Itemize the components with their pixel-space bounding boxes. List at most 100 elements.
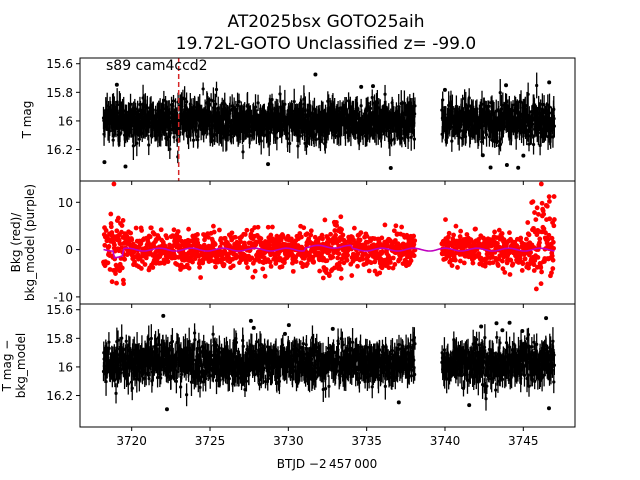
top-data-point [214, 87, 219, 92]
bkg-data-point [308, 232, 314, 238]
top-data-point [275, 136, 279, 140]
bkg-data-point [500, 258, 505, 264]
bkg-data-point [120, 277, 126, 283]
bkg-data-point [492, 229, 497, 235]
bkg-data-point [148, 225, 154, 231]
bkg-data-point [328, 231, 334, 237]
bkg-data-point [546, 194, 552, 200]
top-outlier-point [480, 153, 485, 158]
bkg-data-point [411, 233, 417, 239]
bkg-data-point [150, 265, 156, 270]
bkg-data-point [336, 251, 342, 257]
bkg-data-point [338, 266, 344, 272]
bkg-data-point [335, 255, 341, 261]
bkg-data-point [538, 265, 544, 270]
bkg-data-point [119, 245, 125, 251]
bkg-data-point [507, 230, 512, 236]
bkg-data-point [386, 265, 392, 271]
top-data-point [441, 98, 445, 102]
top-data-point [267, 142, 271, 146]
top-data-point [366, 101, 370, 106]
bkg-data-point [344, 257, 350, 263]
top-data-point [296, 144, 300, 148]
bkg-data-point [324, 258, 330, 264]
bkg-data-point [252, 268, 258, 274]
bkg-data-point [526, 232, 532, 238]
top-data-point [171, 99, 176, 103]
bkg-data-point [121, 281, 126, 287]
top-ylabel: T mag [20, 101, 34, 140]
top-data-point [359, 104, 363, 108]
bkg-data-point [190, 259, 195, 265]
bkg-data-point [320, 275, 326, 281]
bkg-data-point [290, 268, 296, 274]
bkg-data-point [550, 266, 556, 271]
bkg-data-point [530, 199, 536, 205]
top-annotation: s89 cam4ccd2 [106, 58, 208, 74]
top-outlier-point [504, 83, 509, 88]
bot-data-point [104, 379, 108, 384]
bkg-data-point [262, 273, 268, 279]
top-outlier-point [359, 84, 364, 89]
top-data-point [286, 137, 290, 141]
bkg-data-point [113, 271, 118, 276]
top-outlier-point [516, 165, 521, 170]
bkg-data-point [461, 260, 467, 266]
top-data-point [214, 102, 218, 106]
top-data-point [318, 110, 322, 114]
top-outlier-point [102, 160, 107, 165]
top-outlier-point [488, 165, 493, 170]
bkg-data-point [550, 239, 556, 245]
top-outlier-point [114, 82, 119, 87]
bkg-data-point [186, 226, 192, 232]
bkg-data-point [311, 259, 317, 265]
bkg-data-point [507, 272, 513, 277]
bkg-data-point [206, 234, 211, 240]
bkg-data-point [213, 264, 218, 270]
top-data-point [531, 142, 536, 147]
top-data-point [172, 135, 176, 139]
bkg-data-point [211, 229, 217, 235]
bkg-data-point [339, 227, 344, 232]
bkg-data-point [109, 279, 115, 285]
chart-title-line2: 19.72L-GOTO Unclassified z= -99.0 [176, 34, 476, 54]
top-data-point [535, 83, 539, 88]
bkg-data-point [142, 262, 148, 267]
bkg-data-point [195, 232, 200, 237]
bkg-data-point [138, 266, 144, 271]
top-data-point [191, 138, 196, 142]
top-y-tick-label: 16.2 [46, 143, 73, 157]
top-data-point [468, 134, 472, 138]
top-data-point [201, 87, 205, 91]
bkg-data-point [131, 249, 137, 255]
bkg-data-point [470, 260, 476, 266]
bkg-data-point [139, 228, 145, 233]
bkg-data-point [358, 230, 364, 236]
bkg-data-point [105, 260, 111, 266]
bkg-data-point [112, 242, 117, 248]
top-data-point [162, 98, 166, 103]
bkg-data-point [534, 205, 540, 211]
bkg-data-point [114, 280, 119, 286]
bot-data-point [120, 336, 124, 340]
bkg-data-point [533, 286, 539, 292]
bot-data-point [107, 346, 111, 350]
bkg-data-point [243, 260, 249, 266]
bkg-data-point [111, 181, 117, 187]
bkg-data-point [119, 223, 125, 228]
bkg-data-point [399, 224, 405, 230]
top-data-point [526, 92, 530, 96]
bkg-data-point [265, 224, 271, 230]
top-data-point [467, 96, 471, 100]
top-outlier-point [547, 80, 552, 85]
top-data-point [270, 97, 274, 102]
bkg-data-point [108, 211, 114, 217]
bkg-data-point [133, 225, 139, 231]
top-data-point [259, 139, 263, 143]
bkg-data-point [551, 223, 557, 229]
bot-data-point [147, 376, 151, 381]
top-y-tick-label: 15.6 [46, 57, 73, 71]
top-panel: 15.6 15.8 16 16.2 T mag s89 cam4ccd2 [20, 57, 576, 185]
bkg-data-point [473, 226, 478, 232]
